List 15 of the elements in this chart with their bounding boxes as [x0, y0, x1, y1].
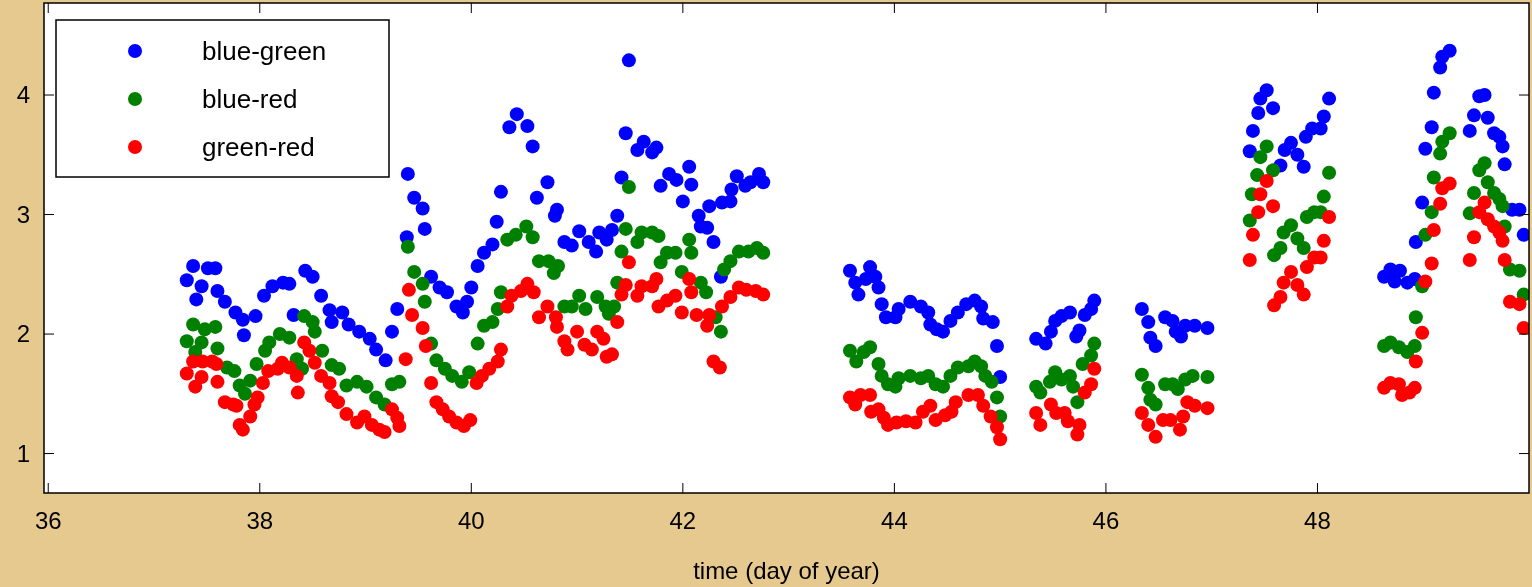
x-tick-label: 42: [669, 507, 697, 534]
x-tick-label: 46: [1092, 507, 1120, 534]
y-tick-label: 2: [16, 320, 30, 348]
x-tick-label: 48: [1304, 507, 1331, 534]
x-tick-label: 36: [34, 507, 62, 534]
y-tick-label: 1: [16, 439, 30, 467]
x-tick-label: 44: [881, 507, 908, 534]
y-tick-label: 4: [16, 81, 30, 109]
y-tick-label: 3: [16, 200, 30, 228]
x-axis-title: time (day of year): [693, 557, 880, 584]
legend-label: green-red: [202, 132, 315, 163]
legend-label: blue-red: [202, 84, 298, 115]
legend-label: blue-green: [202, 36, 327, 67]
x-tick-label: 40: [457, 507, 485, 534]
x-tick-label: 38: [246, 507, 274, 534]
